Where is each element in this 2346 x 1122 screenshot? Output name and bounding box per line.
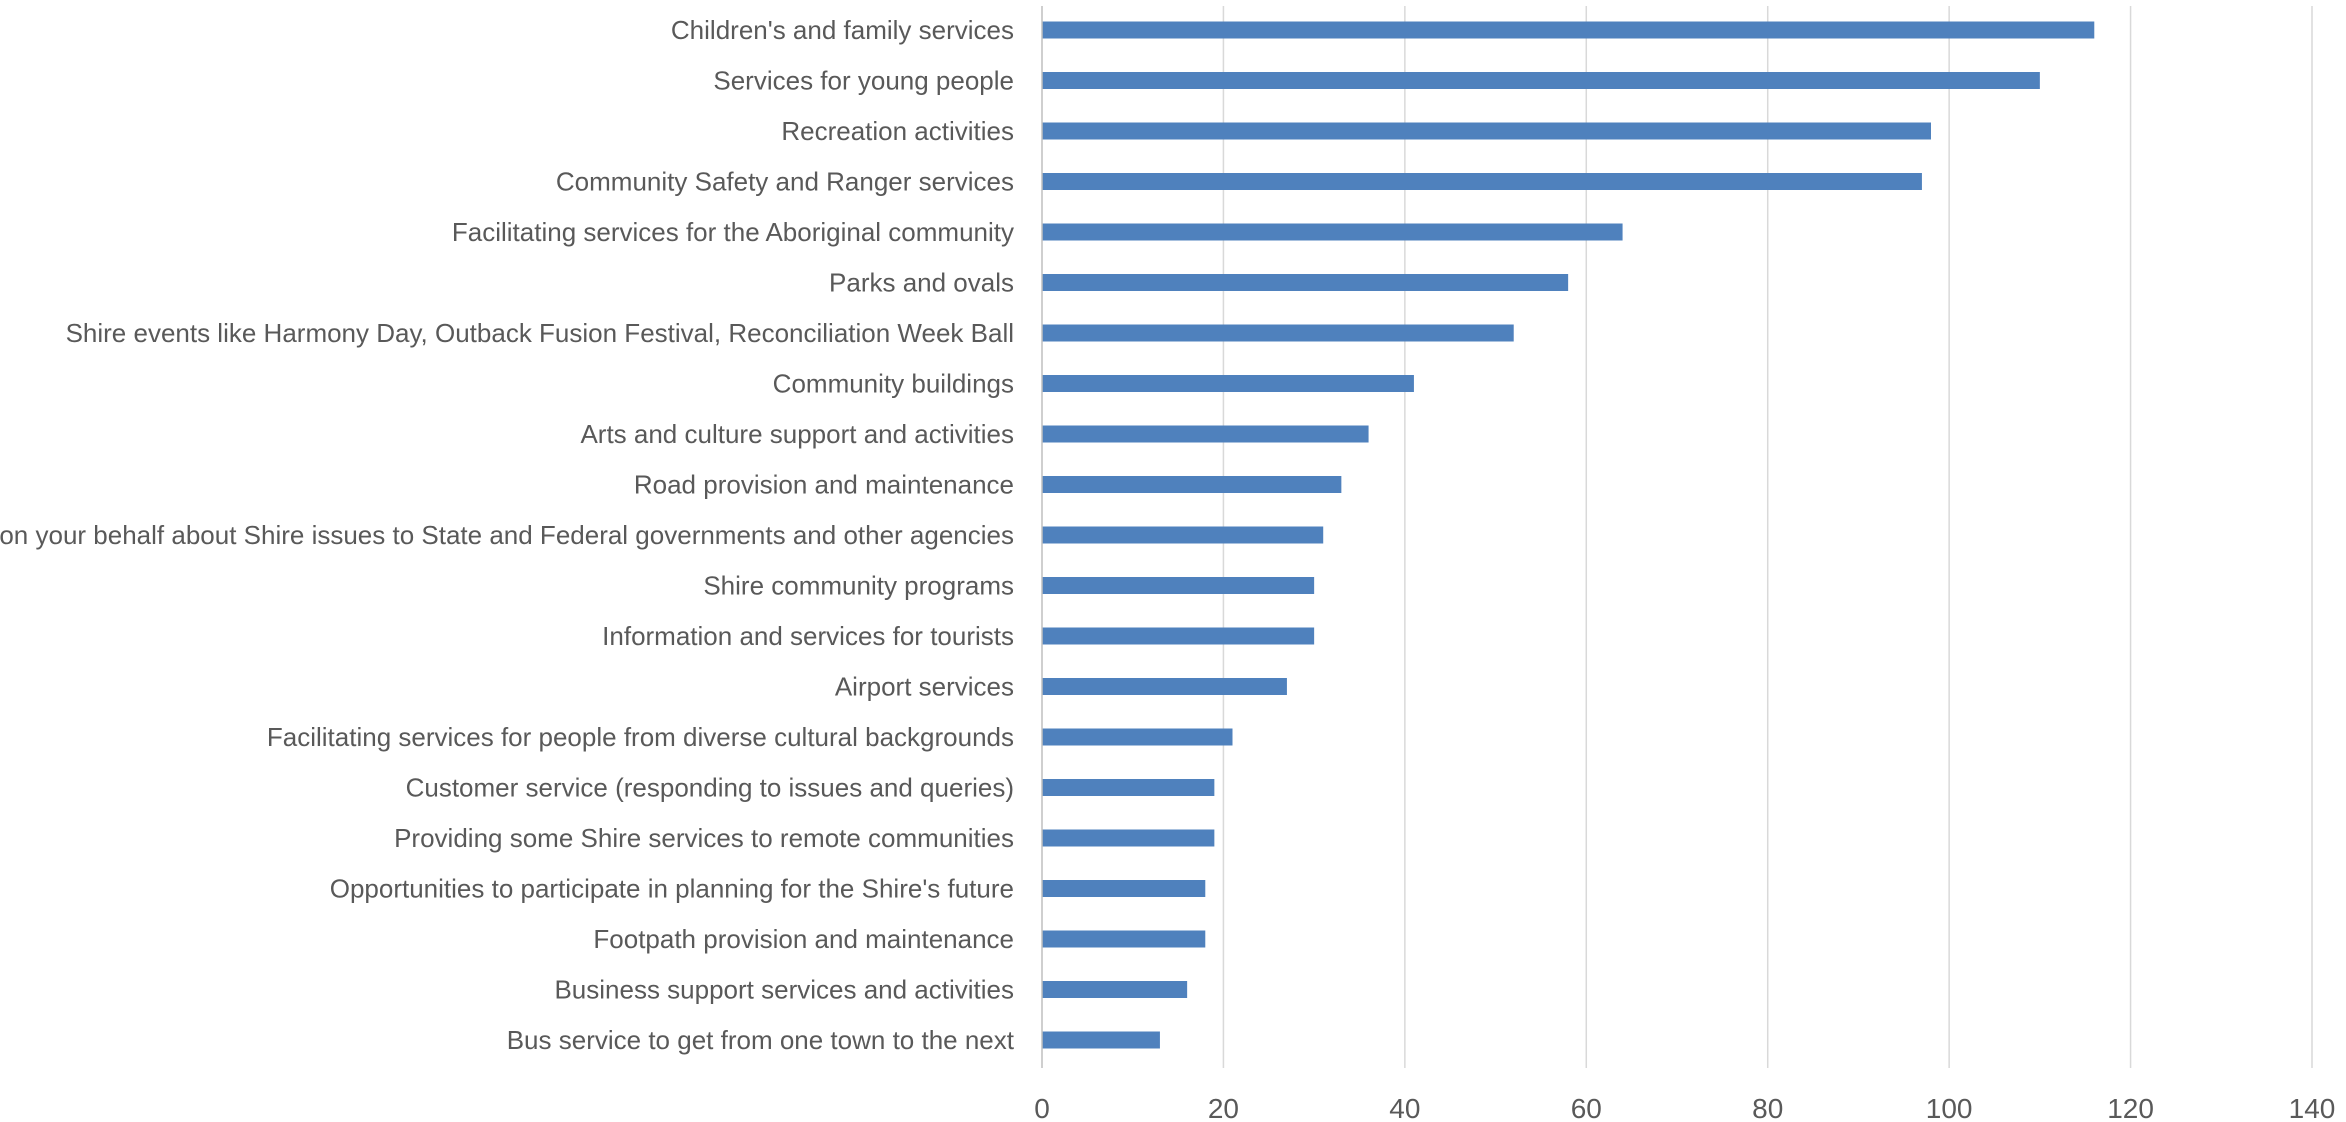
category-label: Shire events like Harmony Day, Outback F…	[66, 318, 1014, 348]
bar	[1042, 375, 1414, 392]
bar	[1042, 829, 1215, 847]
x-tick-label: 60	[1571, 1093, 1602, 1122]
x-tick-label: 40	[1389, 1093, 1420, 1122]
bar	[1042, 122, 1931, 140]
bar	[1042, 880, 1206, 897]
category-label: Children's and family services	[671, 15, 1014, 45]
x-tick-label: 0	[1034, 1093, 1050, 1122]
value-axis: 0 20 40 60 80 100 120 140	[1034, 6, 2335, 1122]
bar	[1042, 981, 1188, 998]
bar	[1042, 274, 1569, 291]
category-label: Providing some Shire services to remote …	[394, 823, 1014, 853]
bar	[1042, 476, 1342, 493]
category-label: Parks and ovals	[829, 268, 1014, 298]
category-label: Airport services	[835, 672, 1014, 702]
category-label: Customer service (responding to issues a…	[406, 773, 1014, 803]
gridlines	[1222, 6, 2313, 1068]
category-label: Information and services for tourists	[602, 621, 1014, 651]
bar	[1042, 678, 1287, 695]
category-axis: Children's and family services Services f…	[0, 15, 1015, 1055]
bar	[1042, 728, 1233, 746]
category-label: Arts and culture support and activities	[580, 419, 1014, 449]
category-label: Advocacy on your behalf about Shire issu…	[0, 520, 1014, 550]
bar	[1042, 779, 1215, 796]
x-tick-label: 120	[2107, 1093, 2154, 1122]
bar	[1042, 324, 1514, 342]
bar	[1042, 21, 2095, 39]
bar	[1042, 1031, 1160, 1049]
bar	[1042, 425, 1369, 443]
category-label: Recreation activities	[781, 116, 1014, 146]
x-tick-label: 140	[2289, 1093, 2336, 1122]
bar	[1042, 627, 1315, 645]
category-label: Bus service to get from one town to the …	[507, 1025, 1015, 1055]
bar	[1042, 223, 1623, 241]
bar	[1042, 526, 1324, 544]
bar	[1042, 930, 1206, 948]
x-tick-label: 20	[1208, 1093, 1239, 1122]
bar	[1042, 72, 2040, 89]
category-label: Footpath provision and maintenance	[593, 924, 1014, 954]
bar	[1042, 577, 1315, 594]
category-label: Facilitating services for people from di…	[267, 722, 1014, 752]
category-label: Road provision and maintenance	[634, 470, 1014, 500]
category-label: Community buildings	[773, 369, 1014, 399]
bars	[1042, 21, 2095, 1049]
category-label: Services for young people	[713, 66, 1014, 96]
category-label: Shire community programs	[703, 571, 1014, 601]
x-tick-label: 80	[1752, 1093, 1783, 1122]
bar	[1042, 173, 1922, 190]
category-label: Facilitating services for the Aboriginal…	[452, 217, 1014, 247]
category-label: Business support services and activities	[554, 975, 1014, 1005]
category-label: Opportunities to participate in planning…	[330, 874, 1014, 904]
category-label: Community Safety and Ranger services	[556, 167, 1014, 197]
x-tick-label: 100	[1926, 1093, 1973, 1122]
